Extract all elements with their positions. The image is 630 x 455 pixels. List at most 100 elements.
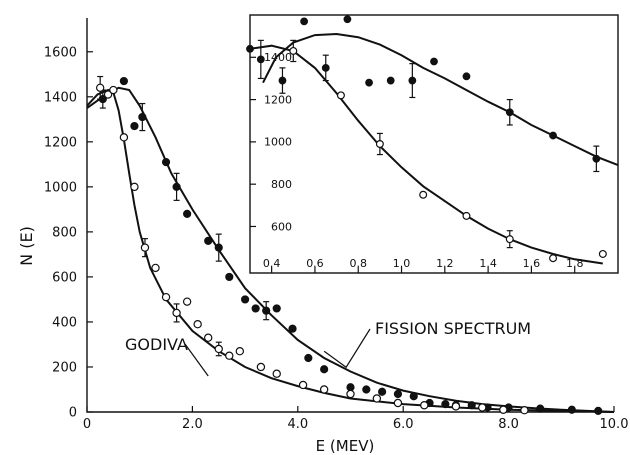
data-point-filled [467, 401, 476, 410]
curve-fission-spectrum [86, 86, 615, 413]
data-point-open [289, 46, 298, 55]
data-point-open [420, 401, 429, 410]
x-tick-label: 0.8 [349, 257, 367, 270]
data-point-filled [430, 57, 438, 66]
y-tick-label: 1600 [44, 45, 77, 60]
data-point-filled [172, 182, 181, 191]
curve-godiva [249, 44, 603, 265]
data-point-filled [320, 365, 329, 374]
data-point-filled [393, 389, 403, 399]
inset-chart: 0.4 0.6 0.8 1.0 1.2 1.4 1.6 1.86008001000120014… [246, 14, 619, 274]
data-point-filled [549, 131, 557, 140]
x-tick-label: 0 [83, 417, 91, 432]
data-point-filled [386, 76, 395, 85]
data-point-open [119, 133, 129, 142]
godiva-label: GODIVA [125, 335, 188, 354]
x-tick-label: 0.4 [263, 257, 281, 270]
data-point-filled [278, 76, 287, 85]
chart-labels: N (E) E (MEV) FISSION SPECTRUM GODIVA [17, 226, 531, 455]
data-point-open [182, 297, 192, 306]
data-point-filled [288, 324, 297, 333]
data-point-open [336, 91, 345, 100]
data-point-filled [225, 272, 234, 282]
data-point-filled [130, 121, 139, 131]
data-point-open [235, 347, 245, 356]
y-tick-label: 800 [271, 178, 292, 191]
data-point-open [298, 380, 308, 390]
y-tick-label: 400 [52, 315, 77, 330]
data-point-filled [241, 295, 250, 304]
y-tick-label: 200 [52, 361, 77, 376]
y-tick-label: 1200 [44, 135, 77, 150]
y-tick-label: 1000 [264, 136, 292, 149]
curve-fission [262, 32, 619, 167]
x-tick-label: 1.0 [393, 257, 411, 270]
data-point-filled [161, 157, 171, 167]
data-point-filled [346, 383, 355, 392]
data-point-open [109, 85, 118, 95]
data-point-filled [300, 17, 309, 26]
fission-leader-line [323, 328, 371, 369]
inset-frame [249, 14, 619, 274]
godiva-leader-line [184, 343, 209, 377]
data-point-filled [204, 236, 213, 245]
y-tick-label: 1200 [264, 93, 292, 106]
data-point-open [598, 249, 607, 258]
data-point-filled [119, 76, 128, 86]
data-point-open [193, 319, 202, 329]
data-point-open [393, 398, 403, 408]
data-point-open [375, 140, 384, 149]
y-tick-label: 600 [271, 220, 292, 233]
x-tick-label: 8.0 [498, 417, 519, 432]
fission-spectrum-label: FISSION SPECTRUM [375, 319, 531, 338]
data-point-open [140, 243, 150, 252]
data-point-open [130, 182, 139, 192]
data-point-open [505, 235, 514, 244]
data-point-filled [441, 400, 450, 409]
data-point-filled [365, 78, 373, 87]
data-point-open [151, 263, 160, 273]
y-tick-label: 600 [52, 270, 77, 285]
data-point-filled [409, 392, 418, 401]
data-point-filled [214, 243, 223, 252]
data-point-open [172, 308, 181, 318]
x-tick-label: 1.2 [436, 257, 454, 270]
data-point-filled [505, 108, 514, 117]
x-tick-label: 1.6 [523, 257, 541, 270]
x-tick-label: 0.6 [306, 257, 324, 270]
data-point-open [419, 190, 428, 199]
data-point-open [346, 389, 355, 399]
y-tick-label: 1400 [264, 51, 292, 64]
data-point-filled [408, 76, 417, 85]
data-point-filled [272, 304, 281, 313]
y-tick-label: 1000 [44, 180, 77, 195]
y-axis-label: N (E) [17, 226, 36, 266]
x-axis-label: E (MEV) [316, 437, 375, 455]
data-point-open [451, 402, 461, 411]
x-tick-label: 6.0 [393, 417, 414, 432]
data-point-filled [304, 353, 313, 363]
x-tick-label: 4.0 [287, 417, 308, 432]
y-tick-label: 0 [69, 406, 77, 421]
data-point-open [204, 333, 213, 342]
data-point-filled [594, 406, 603, 415]
data-point-open [103, 90, 113, 99]
y-tick-label: 1400 [44, 90, 77, 105]
data-point-filled [183, 209, 192, 218]
data-point-open [161, 292, 171, 302]
data-point-filled [256, 55, 265, 64]
data-point-filled [246, 44, 254, 53]
data-point-filled [251, 304, 260, 313]
data-point-filled [343, 15, 352, 24]
data-point-open [272, 369, 281, 378]
x-tick-label: 10.0 [600, 417, 629, 432]
data-point-filled [567, 405, 576, 414]
data-point-open [319, 385, 329, 394]
data-point-filled [592, 154, 601, 163]
y-tick-label: 800 [52, 225, 77, 240]
data-point-filled [536, 404, 545, 413]
main-chart: 0 2.0 4.0 6.0 8.0 10.0 0 200 400 600 800 1000 1200 14… [44, 18, 629, 432]
data-point-filled [138, 112, 147, 122]
data-point-open [520, 405, 529, 415]
data-point-open [214, 344, 223, 354]
